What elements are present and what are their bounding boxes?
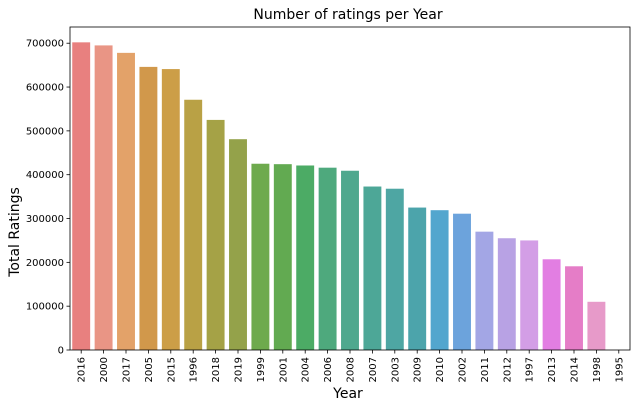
- y-tick-label: 500000: [26, 126, 64, 137]
- bar-2005: [139, 66, 158, 350]
- x-tick-label: 2000: [99, 357, 110, 382]
- bar-2012: [497, 238, 516, 350]
- x-tick-label: 2016: [77, 357, 88, 382]
- y-tick-label: 300000: [26, 214, 64, 225]
- x-tick-label: 2006: [323, 357, 334, 382]
- y-tick-label: 400000: [26, 170, 64, 181]
- y-axis-ticks: 0 100000 200000 300000 400000 500000 600000 700…: [26, 39, 70, 357]
- bar-2009: [408, 207, 427, 350]
- y-tick-label: 600000: [26, 83, 64, 94]
- bar-2010: [430, 210, 449, 350]
- x-tick-label: 2002: [458, 357, 469, 382]
- x-tick-label: 2012: [502, 357, 513, 382]
- x-axis-ticks: 2016 2000 2017 2005 2015 1996 2018 2019 1999 2001…: [77, 350, 625, 382]
- x-tick-label: 1999: [256, 357, 267, 382]
- bar-2016: [72, 42, 91, 351]
- bar-2011: [475, 231, 494, 350]
- bar-2007: [363, 186, 382, 350]
- x-axis-label: Year: [332, 386, 363, 402]
- x-tick-label: 2009: [413, 357, 424, 382]
- x-tick-label: 2013: [547, 357, 558, 382]
- x-tick-label: 2014: [570, 357, 581, 382]
- bar-2000: [94, 45, 113, 351]
- x-tick-label: 1998: [592, 357, 603, 382]
- chart-title: Number of ratings per Year: [253, 7, 442, 23]
- x-tick-label: 2008: [346, 357, 357, 382]
- bar-1996: [184, 99, 203, 350]
- x-tick-label: 2017: [122, 357, 133, 382]
- x-tick-label: 2011: [480, 357, 491, 382]
- x-tick-label: 2003: [390, 357, 401, 382]
- bar-2019: [229, 139, 247, 350]
- bar-2015: [161, 69, 180, 350]
- y-tick-label: 0: [58, 346, 64, 357]
- bar-2008: [341, 170, 359, 350]
- bar-2004: [296, 165, 315, 350]
- bar-2014: [565, 266, 583, 350]
- bar-2018: [206, 119, 225, 350]
- bar-2002: [453, 213, 471, 350]
- x-tick-label: 2005: [144, 357, 155, 382]
- bar-2006: [318, 167, 337, 350]
- bar-2001: [273, 164, 292, 350]
- x-tick-label: 2019: [234, 357, 245, 382]
- y-tick-label: 700000: [26, 39, 64, 50]
- x-tick-label: 1995: [614, 357, 625, 382]
- x-tick-label: 2007: [368, 357, 379, 382]
- bar-series: [72, 42, 606, 351]
- x-tick-label: 2001: [278, 357, 289, 382]
- x-tick-label: 1996: [189, 357, 200, 382]
- x-tick-label: 2010: [435, 357, 446, 382]
- bar-1997: [520, 240, 539, 350]
- y-tick-label: 100000: [26, 302, 64, 313]
- x-tick-label: 2004: [301, 357, 312, 382]
- bar-1999: [251, 163, 270, 350]
- x-tick-label: 2015: [166, 357, 177, 382]
- plot-area-frame: [69, 26, 631, 351]
- bar-2003: [385, 188, 404, 350]
- bar-2013: [542, 259, 561, 350]
- x-tick-label: 2018: [211, 357, 222, 382]
- y-axis-label: Total Ratings: [7, 187, 23, 278]
- bar-1998: [587, 301, 606, 350]
- x-tick-label: 1997: [525, 357, 536, 382]
- y-tick-label: 200000: [26, 258, 64, 269]
- bar-2017: [117, 52, 135, 350]
